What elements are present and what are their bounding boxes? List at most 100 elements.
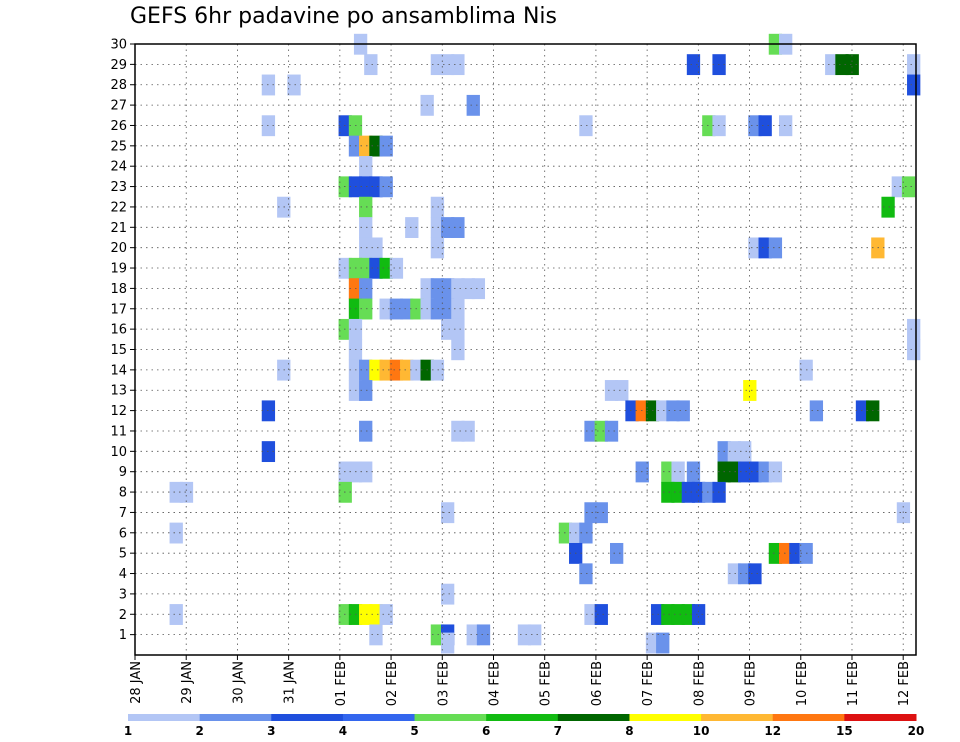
heatmap-cell — [451, 420, 465, 442]
heatmap-cell — [359, 217, 373, 238]
colorbar-label: 6 — [482, 724, 490, 738]
heatmap-cell — [359, 176, 373, 198]
heatmap-cell — [179, 481, 194, 503]
heatmap-cell — [584, 604, 598, 625]
y-tick-label: 15 — [110, 343, 127, 358]
heatmap-cell — [907, 74, 921, 96]
colorbar-label: 7 — [554, 724, 562, 738]
colorbar-segment — [629, 714, 702, 721]
heatmap-cell — [594, 502, 608, 524]
colorbar-segment — [701, 714, 774, 721]
x-tick-label: 03 FEB — [436, 661, 451, 706]
colorbar-segment — [128, 714, 201, 721]
x-tick-label: 31 JAN — [283, 661, 298, 704]
heatmap-cell — [369, 624, 383, 646]
y-tick-label: 8 — [119, 486, 127, 501]
y-tick-label: 9 — [119, 465, 127, 480]
heatmap-cell — [748, 115, 762, 137]
colorbar-segment — [414, 714, 487, 721]
colorbar-label: 5 — [410, 724, 418, 738]
heatmap-cell — [389, 298, 404, 320]
heatmap-cell — [779, 542, 793, 564]
heatmap-cell — [691, 481, 706, 503]
colorbar-label: 12 — [764, 724, 781, 738]
heatmap-cell — [727, 461, 742, 483]
x-tick-label: 28 JAN — [129, 661, 144, 704]
y-tick-label: 1 — [119, 628, 127, 643]
y-tick-label: 22 — [110, 200, 127, 215]
heatmap-cell — [466, 624, 480, 646]
heatmap-cell — [748, 461, 762, 483]
x-tick-label: 05 FEB — [539, 661, 554, 706]
x-tick-label: 10 FEB — [795, 661, 810, 706]
heatmap-cell — [748, 237, 762, 259]
x-tick-label: 09 FEB — [744, 661, 759, 706]
heatmap-cell — [430, 217, 445, 238]
heatmap-cell — [440, 298, 455, 320]
colorbar-label: 15 — [836, 724, 853, 738]
y-tick-label: 17 — [110, 302, 127, 317]
heatmap-cell — [451, 54, 465, 76]
heatmap-cell — [702, 115, 716, 137]
heatmap-cell — [661, 604, 675, 625]
colorbar-label: 3 — [267, 724, 275, 738]
colorbar-segment — [342, 714, 416, 721]
y-tick-label: 23 — [110, 180, 127, 195]
heatmap-cell — [768, 461, 783, 483]
y-tick-label: 14 — [110, 363, 127, 378]
heatmap-cell — [604, 380, 619, 401]
heatmap-cell — [379, 257, 393, 279]
x-tick-label: 01 FEB — [334, 661, 349, 706]
heatmap-cell — [604, 420, 619, 442]
y-tick-label: 26 — [110, 119, 127, 134]
heatmap-cell — [891, 176, 905, 198]
heatmap-cell — [369, 604, 383, 625]
x-axis: 28 JAN 29 JAN 30 JAN 31 JAN 01 FEB 02 FEB 03 F… — [129, 655, 912, 706]
heatmap-cell — [440, 583, 455, 605]
y-tick-label: 27 — [110, 99, 127, 114]
heatmap-cell — [691, 604, 706, 625]
heatmap-cell — [681, 604, 696, 625]
y-tick-label: 30 — [110, 38, 127, 53]
heatmap-cell — [369, 257, 383, 279]
heatmap-cell — [359, 156, 373, 177]
heatmap-cell — [645, 632, 660, 654]
x-tick-label: 11 FEB — [846, 661, 861, 706]
heatmap-cell — [907, 54, 921, 76]
heatmap-cell — [379, 359, 393, 381]
heatmap-cell — [466, 94, 480, 116]
heatmap-cell — [656, 400, 670, 422]
heatmap-cell — [702, 481, 716, 503]
heatmap-cell — [359, 196, 373, 218]
heatmap-cell — [517, 624, 532, 646]
heatmap-cell — [656, 632, 670, 654]
heatmap-cell — [440, 217, 455, 238]
chart-title: GEFS 6hr padavine po ansamblima Nis — [130, 4, 557, 29]
heatmap-cell — [907, 339, 921, 361]
heatmap-cell — [430, 359, 445, 381]
x-tick-label: 07 FEB — [641, 661, 656, 706]
heatmap-cell — [430, 196, 445, 218]
x-tick-label: 08 FEB — [692, 661, 707, 706]
heatmap-cell — [364, 54, 378, 76]
heatmap-cell — [359, 278, 373, 300]
heatmap-cell — [359, 420, 373, 442]
colorbar-label: 8 — [625, 724, 633, 738]
y-tick-label: 7 — [119, 506, 127, 521]
heatmap-cell — [671, 481, 685, 503]
heatmap-cell — [738, 461, 752, 483]
heatmap-cell — [379, 176, 393, 198]
heatmap-cell — [476, 624, 491, 646]
heatmap-cell — [359, 359, 373, 381]
heatmap-cell — [671, 604, 685, 625]
heatmap-cell — [579, 115, 593, 137]
heatmap-cell — [461, 420, 475, 442]
heatmap-cell — [451, 318, 465, 340]
heatmap-cell — [758, 115, 772, 137]
heatmap-cell — [748, 563, 762, 585]
heatmap-cell — [825, 54, 839, 76]
y-tick-label: 28 — [110, 78, 127, 93]
heatmap-cell — [430, 298, 445, 320]
heatmap-cell — [359, 380, 373, 401]
